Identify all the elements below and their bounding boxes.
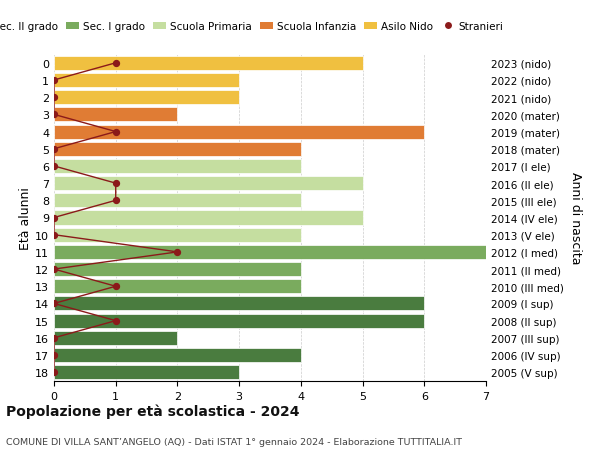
Point: [173, 249, 182, 256]
Point: [49, 352, 59, 359]
Point: [49, 77, 59, 84]
Point: [49, 231, 59, 239]
Point: [49, 112, 59, 119]
Legend: Sec. II grado, Sec. I grado, Scuola Primaria, Scuola Infanzia, Asilo Nido, Stran: Sec. II grado, Sec. I grado, Scuola Prim…: [0, 18, 507, 36]
Point: [111, 283, 121, 290]
Point: [111, 180, 121, 187]
Bar: [54, 91, 239, 105]
Bar: [54, 125, 424, 139]
Bar: [54, 194, 301, 208]
Point: [111, 60, 121, 67]
Bar: [54, 177, 362, 191]
Bar: [54, 211, 362, 225]
Bar: [54, 142, 301, 157]
Bar: [54, 108, 178, 122]
Point: [111, 129, 121, 136]
Bar: [54, 297, 424, 311]
Text: COMUNE DI VILLA SANT’ANGELO (AQ) - Dati ISTAT 1° gennaio 2024 - Elaborazione TUT: COMUNE DI VILLA SANT’ANGELO (AQ) - Dati …: [6, 437, 462, 446]
Point: [49, 300, 59, 308]
Point: [111, 197, 121, 205]
Bar: [54, 74, 239, 88]
Point: [49, 214, 59, 222]
Bar: [54, 228, 301, 242]
Y-axis label: Anni di nascita: Anni di nascita: [569, 172, 582, 264]
Bar: [54, 280, 301, 294]
Bar: [54, 331, 178, 345]
Y-axis label: Età alunni: Età alunni: [19, 187, 32, 249]
Point: [111, 317, 121, 325]
Bar: [54, 314, 424, 328]
Bar: [54, 160, 301, 174]
Bar: [54, 263, 301, 276]
Bar: [54, 365, 239, 380]
Point: [49, 266, 59, 273]
Bar: [54, 348, 301, 362]
Bar: [54, 245, 486, 259]
Point: [49, 163, 59, 170]
Point: [49, 146, 59, 153]
Point: [49, 335, 59, 342]
Point: [49, 369, 59, 376]
Point: [49, 94, 59, 101]
Text: Popolazione per età scolastica - 2024: Popolazione per età scolastica - 2024: [6, 404, 299, 419]
Bar: [54, 56, 362, 71]
